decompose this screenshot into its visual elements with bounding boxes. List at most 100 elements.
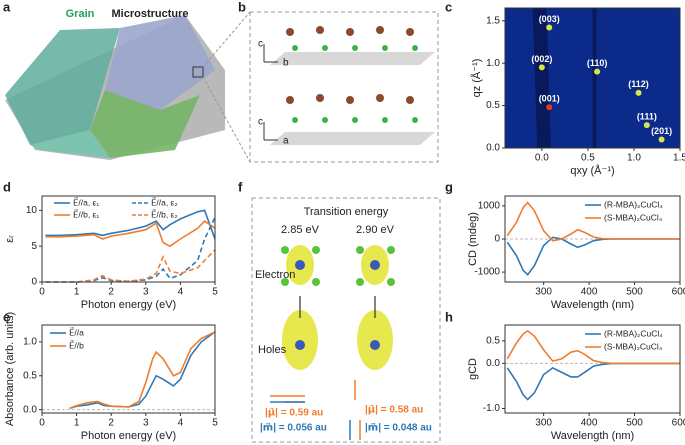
- x-tick-label: 300: [535, 287, 552, 298]
- series-line: [506, 362, 680, 401]
- y-tick-label: 0.0: [486, 358, 500, 369]
- x-axis-label: Wavelength (nm): [551, 430, 634, 442]
- legend-label: (R-MBA)₂CuCl₄: [604, 199, 663, 209]
- x-tick-label: 4: [178, 418, 184, 429]
- mu-left: |μ⃗| = 0.59 au: [265, 408, 323, 419]
- series-line: [506, 201, 680, 242]
- y-tick-label: 0.5: [486, 335, 500, 346]
- peak-label: (201): [651, 126, 672, 136]
- y-tick-label: 1.5: [486, 15, 500, 26]
- panel-label: f: [238, 179, 243, 194]
- axes-frame: [504, 7, 681, 149]
- legend-label: E⃗//b, ε₁: [73, 209, 99, 220]
- detector-gap: [592, 8, 597, 148]
- y-tick-label: 1.0: [486, 58, 500, 69]
- axes-frame: [504, 195, 681, 283]
- legend-label: (S-MBA)₂CuCl₄: [604, 212, 663, 222]
- panel-f-illustration: [251, 197, 441, 443]
- grain-label: Grain: [66, 8, 95, 20]
- peak-label: (112): [628, 79, 649, 89]
- x-axis-label: Photon energy (eV): [81, 430, 176, 442]
- peak: [538, 64, 545, 71]
- axis-c: c: [258, 117, 263, 128]
- peak-label: (001): [539, 94, 560, 104]
- peak-label: (111): [637, 111, 657, 121]
- electron-label: Electron: [255, 269, 295, 281]
- x-tick-label: 4: [178, 287, 184, 298]
- y-axis-label: εᵣ: [4, 235, 16, 243]
- x-tick-label: 0.5: [581, 153, 595, 164]
- y-tick-label: 0.0: [486, 143, 500, 154]
- x-axis-label: qxy (Å⁻¹): [570, 164, 614, 177]
- y-tick-label: -1000: [474, 267, 500, 278]
- axes-frame: [504, 324, 681, 414]
- x-tick-label: 0: [39, 287, 45, 298]
- series-line: [45, 217, 216, 283]
- legend-label: E⃗//a, ε₁: [73, 197, 99, 208]
- m-left: |m⃗| = 0.056 au: [260, 423, 327, 434]
- y-tick-label: 1000: [478, 201, 501, 212]
- x-tick-label: 600: [672, 418, 685, 429]
- x-tick-label: 1.0: [627, 153, 641, 164]
- peak-label: (110): [587, 58, 608, 68]
- beam-shadow: [532, 8, 552, 148]
- x-tick-label: 1: [74, 418, 80, 429]
- series-line: [506, 236, 680, 276]
- legend-label: (S-MBA)₂CuCl₄: [604, 341, 663, 351]
- series-line: [45, 209, 216, 240]
- panel-label: d: [3, 179, 11, 194]
- y-tick-label: 0.5: [23, 370, 37, 381]
- series-line: [506, 329, 680, 365]
- peak-label: (002): [531, 54, 552, 64]
- legend-label: E⃗//b, ε₂: [151, 209, 178, 220]
- panel-label: a: [3, 0, 11, 14]
- legend-label: E⃗//b: [69, 340, 84, 351]
- y-tick-label: 0: [31, 277, 37, 288]
- panel-label: g: [445, 179, 453, 194]
- y-tick-label: -1.0: [483, 403, 501, 414]
- series-line: [69, 331, 216, 410]
- x-tick-label: 500: [626, 287, 643, 298]
- peak: [643, 122, 650, 129]
- panel-label: b: [238, 0, 246, 14]
- axis-a: a: [283, 136, 289, 147]
- y-tick-label: 0: [494, 234, 500, 245]
- y-tick-label: 5: [31, 241, 37, 252]
- peak: [635, 89, 642, 96]
- series-line: [45, 249, 216, 283]
- x-axis-label: Photon energy (eV): [81, 299, 176, 311]
- panel-label: h: [445, 309, 453, 324]
- legend-label: E⃗//a: [69, 327, 84, 338]
- x-tick-label: 1: [74, 287, 80, 298]
- axes-frame: [41, 195, 216, 283]
- x-tick-label: 2: [108, 287, 114, 298]
- y-axis-label: qz (Å⁻¹): [470, 59, 483, 98]
- x-tick-label: 2: [108, 418, 114, 429]
- x-tick-label: 500: [626, 418, 643, 429]
- panel-label: e: [3, 309, 10, 324]
- energy: 2.85 eV: [281, 224, 320, 236]
- x-tick-label: 5: [212, 287, 218, 298]
- axis-b: b: [283, 58, 289, 69]
- peak-label: (003): [539, 14, 560, 24]
- x-tick-label: 0: [39, 418, 45, 429]
- holes-label: Holes: [258, 344, 287, 356]
- axis-c: c: [258, 39, 263, 50]
- energy: 2.90 eV: [356, 224, 395, 236]
- peak: [594, 68, 601, 75]
- y-axis-label: Absorbance (arb. units): [4, 312, 16, 426]
- y-tick-label: 1.0: [23, 337, 37, 348]
- y-axis-label: gCD: [467, 358, 479, 380]
- panel-a-illustration: [5, 15, 225, 160]
- y-tick-label: 10: [26, 205, 38, 216]
- panel-b-illustration: [202, 11, 439, 163]
- peak: [546, 24, 553, 31]
- y-axis-label: CD (mdeg): [467, 212, 479, 266]
- y-tick-label: 0.0: [23, 404, 37, 415]
- x-axis-label: Wavelength (nm): [551, 299, 634, 311]
- legend-label: E⃗//a, ε₂: [151, 197, 178, 208]
- peak: [658, 136, 665, 143]
- x-tick-label: 3: [143, 418, 149, 429]
- x-tick-label: 0.0: [535, 153, 549, 164]
- legend-label: (R-MBA)₂CuCl₄: [604, 328, 663, 338]
